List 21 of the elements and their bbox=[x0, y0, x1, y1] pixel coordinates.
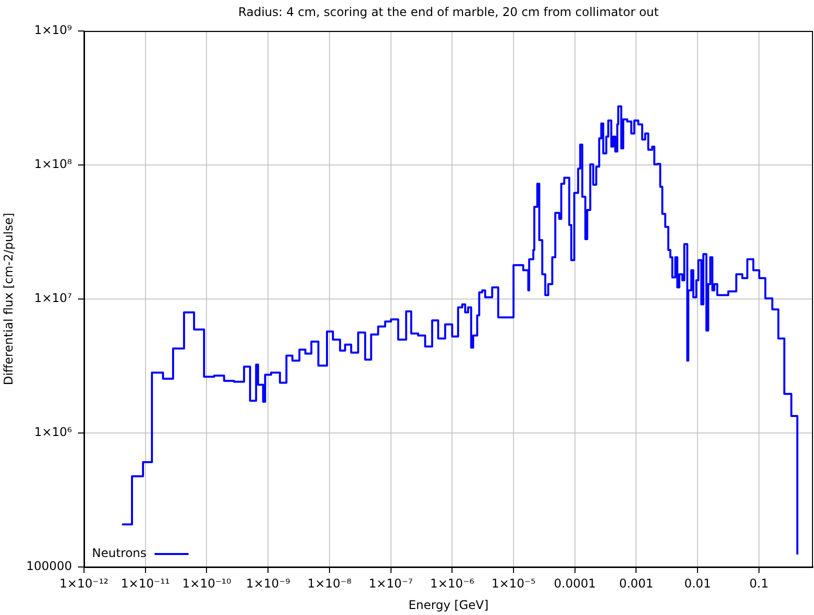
chart-title: Radius: 4 cm, scoring at the end of marble, 20 cm from collimator out bbox=[238, 5, 660, 20]
x-tick-label: 1×10⁻¹² bbox=[60, 576, 109, 590]
y-tick-label: 1×10⁸ bbox=[34, 157, 72, 172]
x-tick-label: 1×10⁻⁵ bbox=[491, 576, 536, 590]
x-tick-label: 1×10⁻⁹ bbox=[246, 576, 290, 590]
y-tick-label: 1×10⁶ bbox=[34, 425, 72, 440]
x-tick-label: 1×10⁻⁶ bbox=[430, 576, 474, 590]
y-tick-label: 1×10⁷ bbox=[34, 291, 72, 306]
x-tick-label: 1×10⁻¹¹ bbox=[120, 576, 170, 590]
y-axis-title: Differential flux [cm-2/pulse] bbox=[1, 212, 16, 386]
x-tick-label: 0.0001 bbox=[554, 576, 596, 590]
x-tick-label: 0.01 bbox=[684, 576, 711, 590]
y-tick-label: 1×10⁹ bbox=[34, 23, 72, 38]
y-tick-label: 100000 bbox=[26, 559, 72, 574]
x-tick-label: 1×10⁻⁸ bbox=[307, 576, 352, 590]
x-axis-title: Energy [GeV] bbox=[408, 598, 489, 612]
x-tick-label: 1×10⁻¹⁰ bbox=[182, 576, 232, 590]
x-tick-label: 1×10⁻⁷ bbox=[368, 576, 414, 590]
legend-label: Neutrons bbox=[92, 546, 147, 560]
x-tick-label: 0.001 bbox=[619, 576, 654, 590]
x-tick-label: 0.1 bbox=[749, 576, 768, 590]
